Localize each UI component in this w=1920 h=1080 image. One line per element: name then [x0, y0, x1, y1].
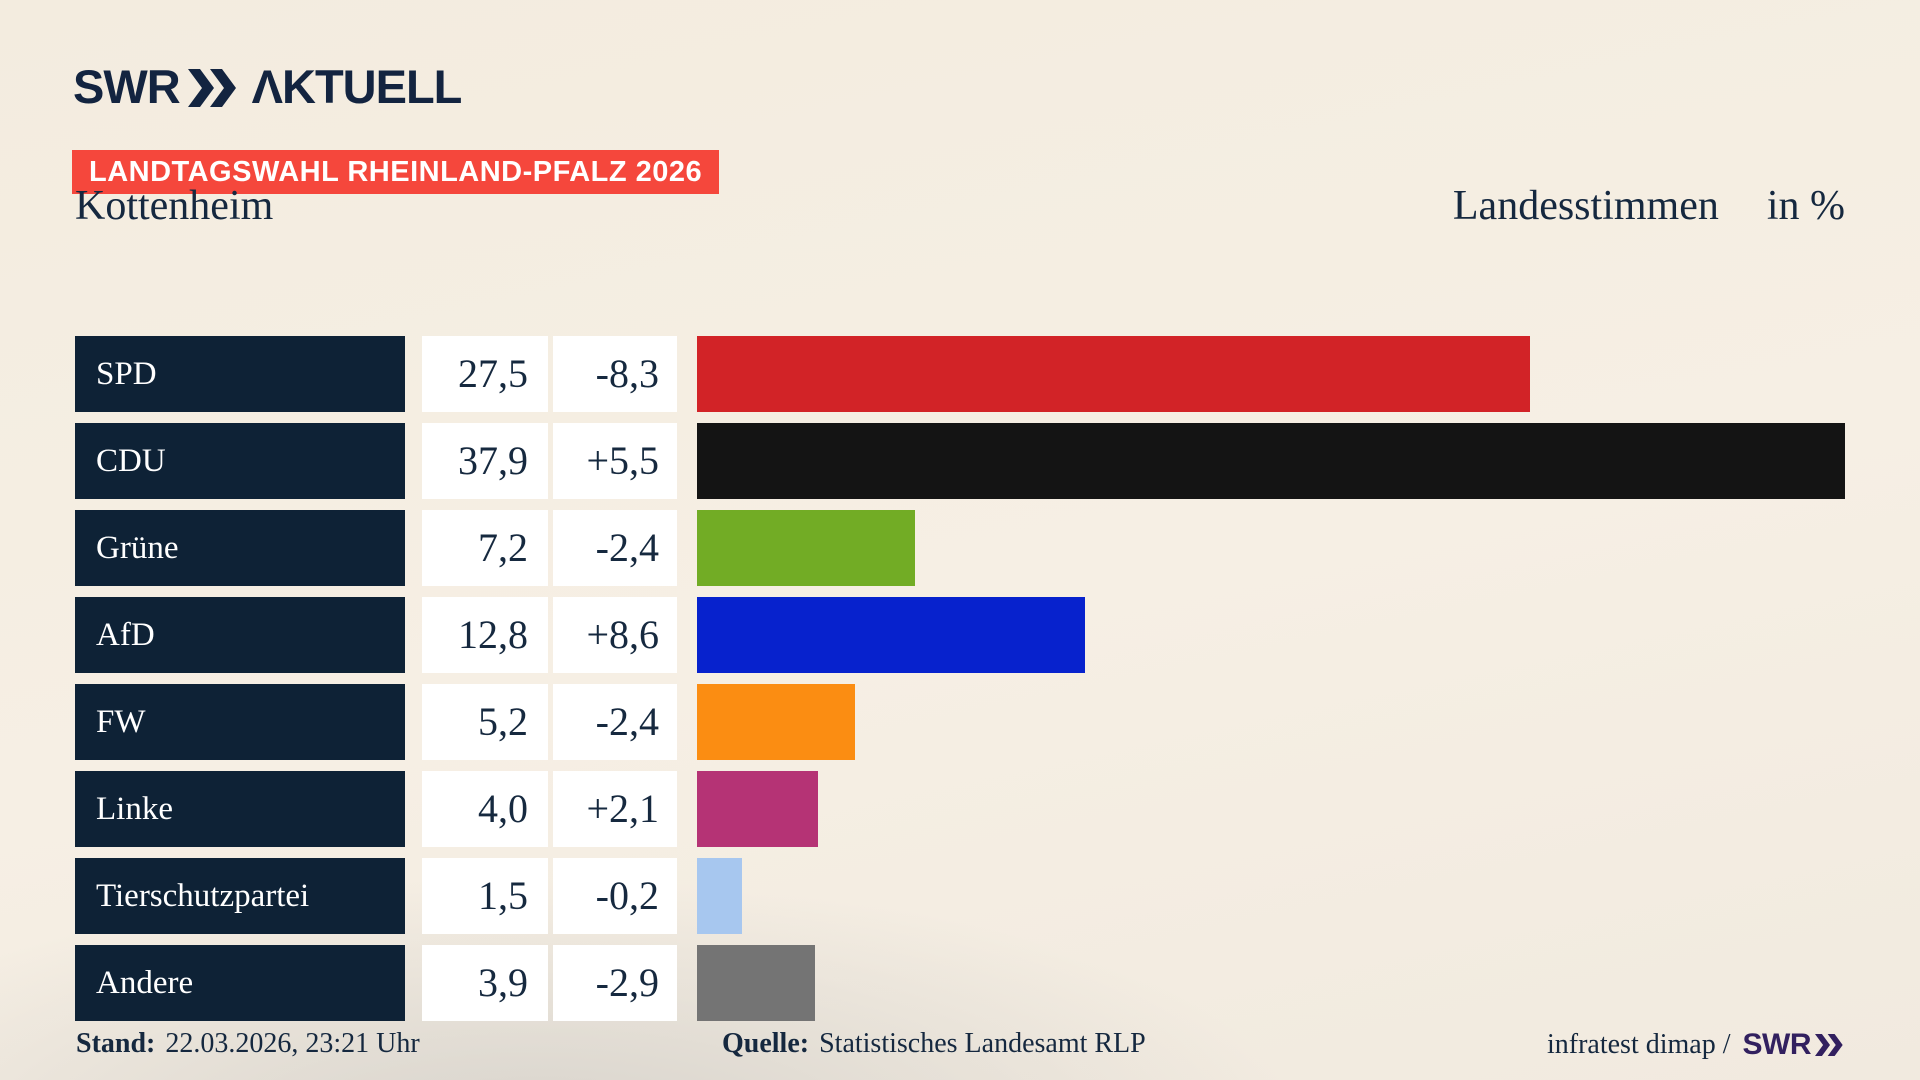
swr-chevrons-icon [187, 69, 236, 107]
chart-row: SPD 27,5 -8,3 [75, 336, 1845, 412]
chart-row: Linke 4,0 +2,1 [75, 771, 1845, 847]
change-box: +2,1 [553, 771, 677, 847]
value-box: 7,2 [422, 510, 548, 586]
party-label-box: FW [75, 684, 405, 760]
chart-row: AfD 12,8 +8,6 [75, 597, 1845, 673]
stand-timestamp: Stand: 22.03.2026, 23:21 Uhr [76, 1028, 420, 1060]
value-box: 3,9 [422, 945, 548, 1021]
chart-row: CDU 37,9 +5,5 [75, 423, 1845, 499]
party-label: AfD [96, 617, 155, 653]
party-label: Tierschutzpartei [96, 878, 310, 914]
party-label: Andere [96, 965, 194, 1001]
change-label: +8,6 [586, 612, 659, 657]
party-label: Linke [96, 791, 173, 827]
party-label: SPD [96, 356, 157, 392]
value-box: 5,2 [422, 684, 548, 760]
credit-text: infratest dimap / [1546, 1029, 1731, 1060]
election-badge: LANDTAGSWAHL RHEINLAND-PFALZ 2026 [72, 150, 720, 194]
change-label: -2,4 [595, 699, 659, 744]
party-label-box: SPD [75, 336, 405, 412]
result-bar [697, 423, 1845, 499]
value-label: 7,2 [478, 525, 528, 570]
value-label: 3,9 [478, 960, 528, 1005]
party-label: FW [96, 704, 146, 740]
credit-swr-text: SWR [1742, 1028, 1812, 1061]
result-bar [697, 771, 818, 847]
change-label: +5,5 [586, 438, 659, 483]
footer: Stand: 22.03.2026, 23:21 Uhr Quelle: Stati… [0, 1028, 1920, 1068]
value-label: 1,5 [478, 873, 528, 918]
chart-rows: SPD 27,5 -8,3 CDU 37,9 +5,5 Grüne 7,2 -2… [75, 336, 1845, 1032]
data-source: Quelle: Statistisches Landesamt RLP [722, 1028, 1146, 1060]
logo-aktuell-text: ΛKTUELL [251, 60, 463, 113]
chart-row: FW 5,2 -2,4 [75, 684, 1845, 760]
result-bar [697, 336, 1530, 412]
change-label: -2,4 [595, 525, 659, 570]
change-box: -2,4 [553, 684, 677, 760]
party-label-box: Andere [75, 945, 405, 1021]
result-bar [697, 510, 915, 586]
value-label: 5,2 [478, 699, 528, 744]
unit-label: in % [1766, 183, 1845, 229]
party-label-box: Grüne [75, 510, 405, 586]
stand-label: Stand: [76, 1028, 156, 1059]
logo-swr-text: SWR [73, 60, 181, 113]
value-label: 4,0 [478, 786, 528, 831]
party-label: Grüne [96, 530, 179, 566]
vote-type-title: Landesstimmen in % [1453, 182, 1845, 230]
value-box: 1,5 [422, 858, 548, 934]
credit-swr-chevrons-icon [1815, 1034, 1843, 1056]
result-bar [697, 684, 855, 760]
credit: infratest dimap / SWR [1547, 1028, 1845, 1062]
value-label: 27,5 [458, 351, 528, 396]
change-box: -2,9 [553, 945, 677, 1021]
change-box: -8,3 [553, 336, 677, 412]
change-box: +8,6 [553, 597, 677, 673]
title-row: Kottenheim Landesstimmen in % [75, 182, 1845, 232]
chart-row: Grüne 7,2 -2,4 [75, 510, 1845, 586]
party-label-box: CDU [75, 423, 405, 499]
source-value: Statistisches Landesamt RLP [819, 1028, 1146, 1059]
chart-row: Tierschutzpartei 1,5 -0,2 [75, 858, 1845, 934]
change-label: +2,1 [586, 786, 659, 831]
value-box: 4,0 [422, 771, 548, 847]
party-label-box: Tierschutzpartei [75, 858, 405, 934]
change-label: -8,3 [595, 351, 659, 396]
change-label: -2,9 [595, 960, 659, 1005]
value-label: 12,8 [458, 612, 528, 657]
value-box: 27,5 [422, 336, 548, 412]
change-box: +5,5 [553, 423, 677, 499]
result-bar [697, 858, 742, 934]
result-bar [697, 945, 815, 1021]
change-box: -0,2 [553, 858, 677, 934]
result-bar [697, 597, 1085, 673]
party-label: CDU [96, 443, 166, 479]
value-box: 37,9 [422, 423, 548, 499]
chart-row: Andere 3,9 -2,9 [75, 945, 1845, 1021]
source-label: Quelle: [722, 1028, 810, 1059]
stand-value: 22.03.2026, 23:21 Uhr [165, 1028, 420, 1059]
change-box: -2,4 [553, 510, 677, 586]
value-box: 12,8 [422, 597, 548, 673]
swr-aktuell-logo: SWR ΛKTUELL [73, 60, 463, 113]
vote-type-label: Landesstimmen [1452, 183, 1719, 229]
change-label: -0,2 [595, 873, 659, 918]
party-label-box: Linke [75, 771, 405, 847]
value-label: 37,9 [458, 438, 528, 483]
municipality-title: Kottenheim [75, 183, 274, 229]
party-label-box: AfD [75, 597, 405, 673]
